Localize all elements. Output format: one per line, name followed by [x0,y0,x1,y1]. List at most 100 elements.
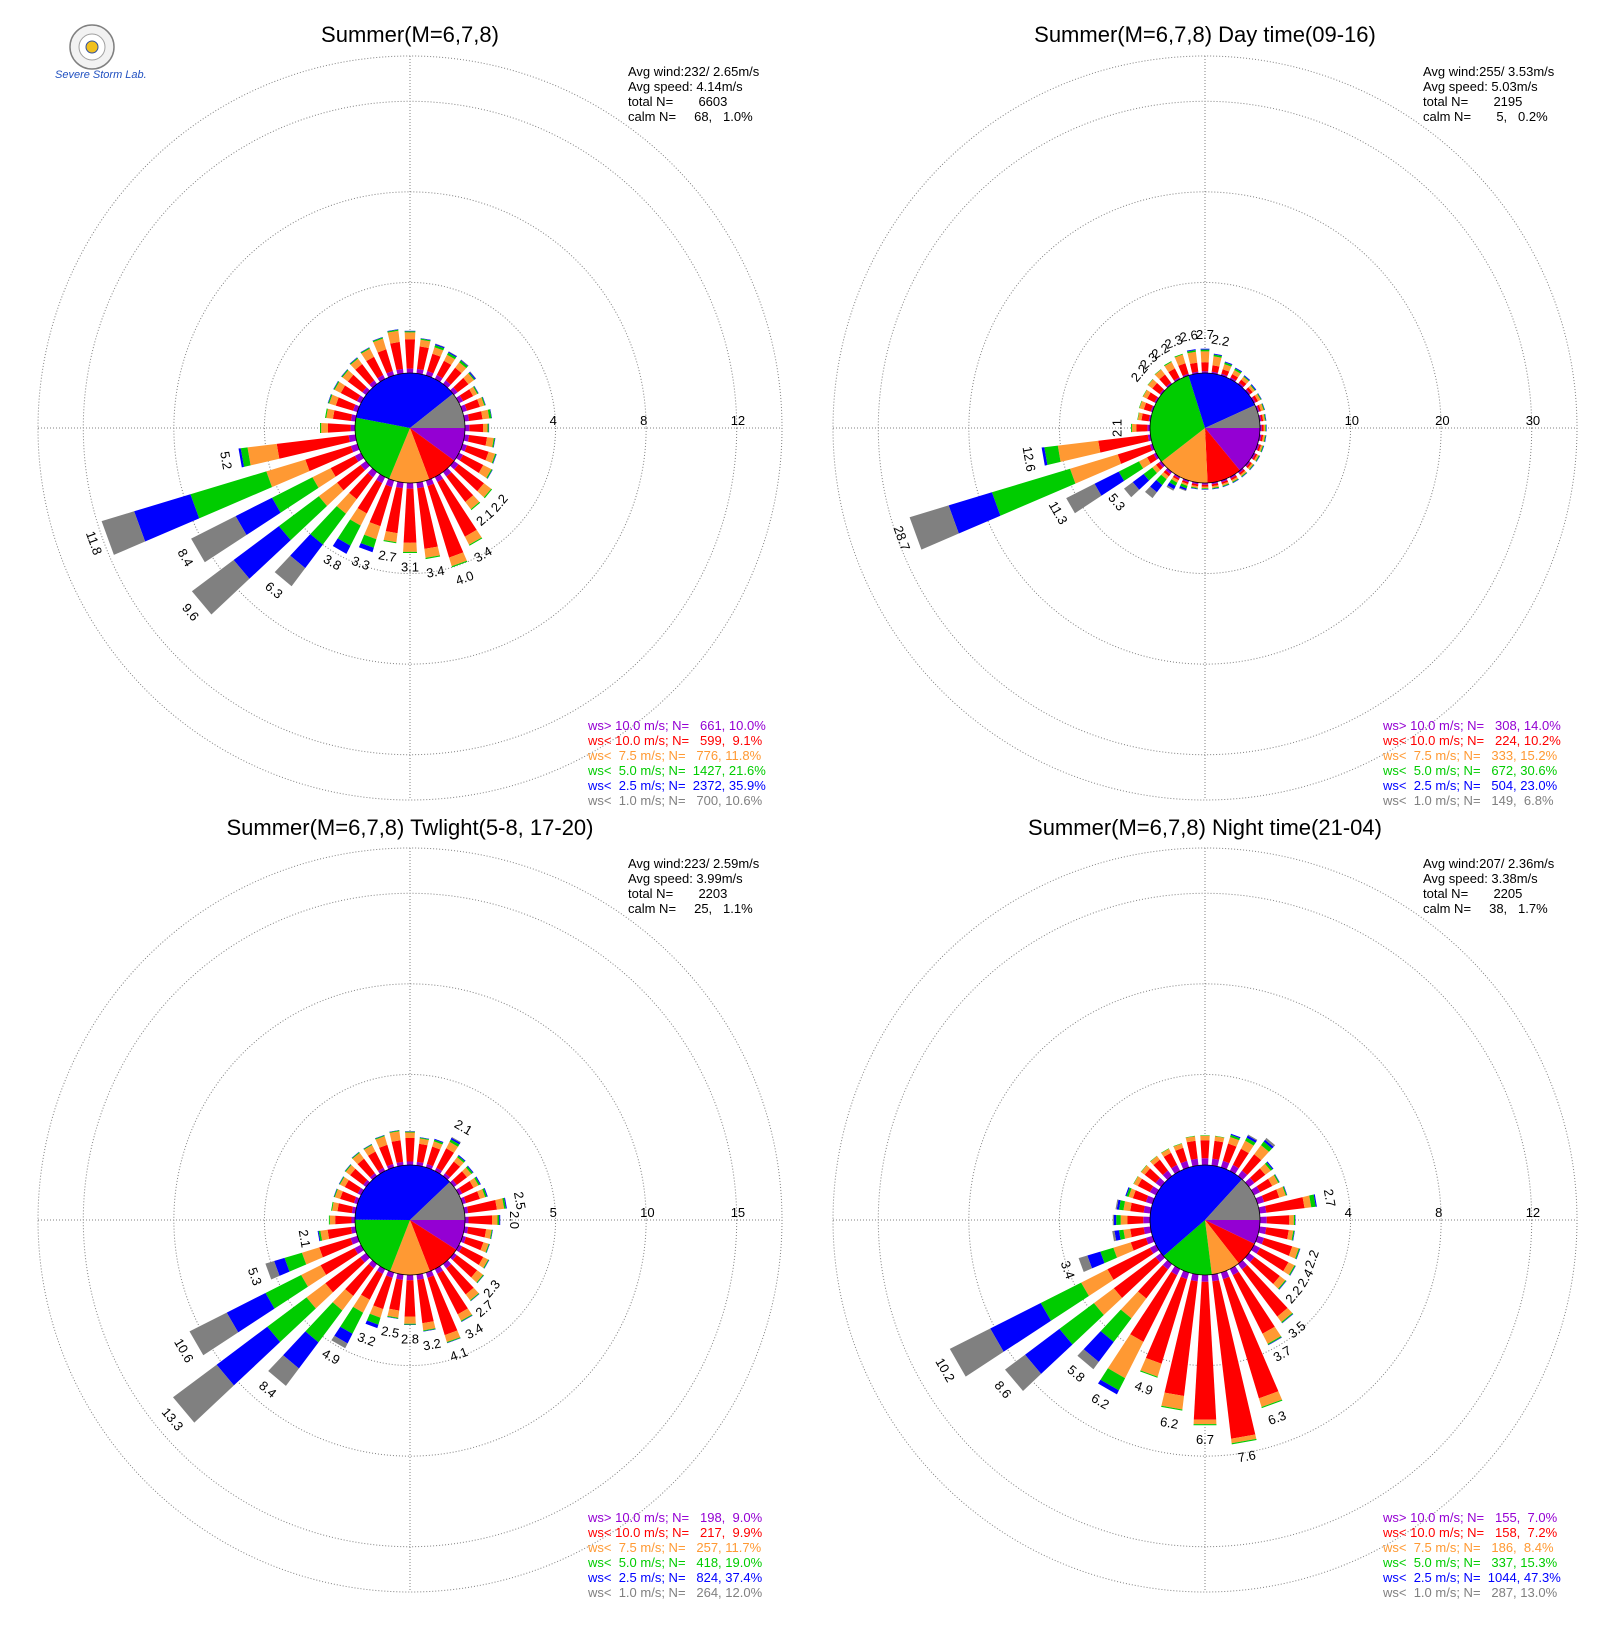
spoke-segment [1154,369,1165,380]
spoke-segment [350,1235,360,1245]
spoke-segment [1132,1190,1149,1203]
spoke-segment [191,560,250,615]
legend-entry: ws< 1.0 m/s; N= 264, 12.0% [587,1585,763,1600]
spoke-segment [1161,472,1169,480]
spoke-segment [342,370,354,382]
spoke-segment [403,551,417,553]
spoke-segment [1241,472,1247,478]
spoke-segment [305,445,354,472]
spoke-segment [1241,472,1248,478]
spoke-segment [1257,393,1262,400]
legend-entry: ws> 10.0 m/s; N= 198, 9.0% [587,1510,763,1525]
spoke-segment [1237,382,1244,388]
legend-entry: ws> 10.0 m/s; N= 661, 10.0% [587,718,766,733]
spoke-segment [321,423,328,433]
spoke-segment [1313,1194,1317,1207]
spoke-segment [1005,1354,1042,1391]
spoke-segment [455,362,467,374]
spoke-segment [1201,362,1209,372]
spoke-segment [369,484,393,527]
spoke-value-label: 3.7 [1271,1343,1294,1365]
pie-slice [1149,1164,1243,1257]
spoke-segment [349,473,373,500]
spoke-segment [101,511,146,555]
spoke-segment [504,1197,507,1209]
spoke-segment [337,1203,353,1214]
spoke-segment [361,348,374,362]
spoke-segment [1220,1270,1230,1280]
spoke-segment [1201,486,1209,489]
spoke-segment [325,408,328,418]
spoke-segment [1273,1276,1286,1289]
spoke-segment [1171,477,1179,483]
spoke-segment [476,1274,484,1284]
spoke-segment [375,1135,385,1140]
spoke-segment [334,381,345,393]
spoke-segment [1025,1328,1073,1374]
spoke-segment [1211,1273,1220,1282]
spoke-segment [1258,1205,1267,1214]
spoke-segment [1232,479,1239,484]
severe-storm-lab-logo: Severe Storm Lab. [55,24,147,81]
spoke-segment [1120,1291,1147,1319]
spoke-segment [233,526,291,579]
spoke-segment [1143,467,1157,481]
spoke-segment [450,1179,457,1188]
pie-slice [1205,1179,1260,1220]
spoke-segment [350,443,360,453]
spoke-segment [383,540,397,544]
spoke-segment [1173,1143,1184,1151]
pie-outline [1149,372,1261,484]
spoke-segment [1256,1178,1273,1193]
spoke-segment [1201,484,1209,487]
spoke-segment [1263,435,1266,442]
spoke-segment [1266,1215,1290,1225]
spoke-value-label: 4.1 [448,1344,470,1364]
spoke-segment [1150,1155,1158,1162]
spoke-value-label: 5.8 [1064,1362,1087,1385]
spoke-segment [485,437,494,448]
spoke-segment [448,351,457,358]
spoke-segment [349,357,359,365]
spoke-segment [1133,1176,1142,1186]
spoke-segment [1112,1214,1114,1226]
spoke-segment [419,339,431,348]
spoke-value-label: 2.3 [480,1277,503,1300]
spoke-segment [190,471,272,519]
spoke-segment [1239,469,1246,475]
spoke-segment [1220,478,1228,483]
spoke-segment [1173,377,1181,382]
spoke-segment [495,1198,505,1210]
spoke-segment [1190,362,1199,373]
spoke-segment [350,358,363,370]
spoke-segment [389,1278,403,1311]
spoke-segment [1260,414,1264,422]
spoke-segment [1174,353,1183,358]
spoke-segment [1255,455,1260,462]
spoke-segment [1250,1257,1280,1284]
spoke-segment [389,1131,401,1142]
spoke-segment [449,552,467,567]
spoke-segment [436,1148,454,1171]
spoke-value-label: 2.3 [1163,332,1185,352]
spoke-value-label: 6.3 [1266,1408,1288,1428]
pie-outline [1149,1164,1261,1276]
spoke-value-label: 8.4 [174,546,196,569]
spoke-segment [469,386,478,397]
spoke-segment [1147,392,1158,403]
spoke-segment [1182,373,1190,378]
spoke-segment [325,1257,365,1293]
spoke-segment [1179,486,1187,491]
spoke-segment [490,1229,493,1240]
spoke-segment [405,1132,415,1138]
spoke-segment [1137,1178,1154,1193]
spoke-segment [480,1242,489,1253]
info-line: calm N= 38, 1.7% [1423,901,1548,916]
spoke-segment [1261,1237,1293,1256]
spoke-segment [1116,1215,1121,1225]
spoke-segment [1139,401,1147,410]
spoke-segment [1261,1399,1283,1409]
spoke-segment [350,414,357,422]
spoke-segment [469,537,483,546]
spoke-segment [463,434,470,442]
